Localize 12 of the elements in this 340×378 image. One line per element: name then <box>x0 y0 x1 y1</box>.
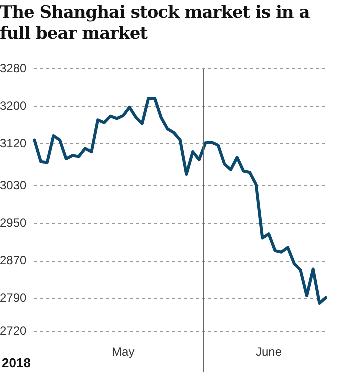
text: 2018 <box>2 356 31 371</box>
x-tick-label: May <box>112 345 135 360</box>
y-tick-label: 3200 <box>0 98 28 113</box>
y-tick-label: 3280 <box>0 61 28 76</box>
y-tick-label: 2870 <box>0 254 28 268</box>
y-tick-label: 2950 <box>0 216 28 230</box>
chart-title: The Shanghai stock market is in a full bear market <box>0 3 311 46</box>
x-tick-label: June <box>256 345 282 360</box>
y-tick-label: 2720 <box>0 324 28 338</box>
y-tick-label: 3120 <box>0 136 28 150</box>
y-tick-label: 2790 <box>0 291 28 306</box>
y-tick-label: 3030 <box>0 178 28 193</box>
